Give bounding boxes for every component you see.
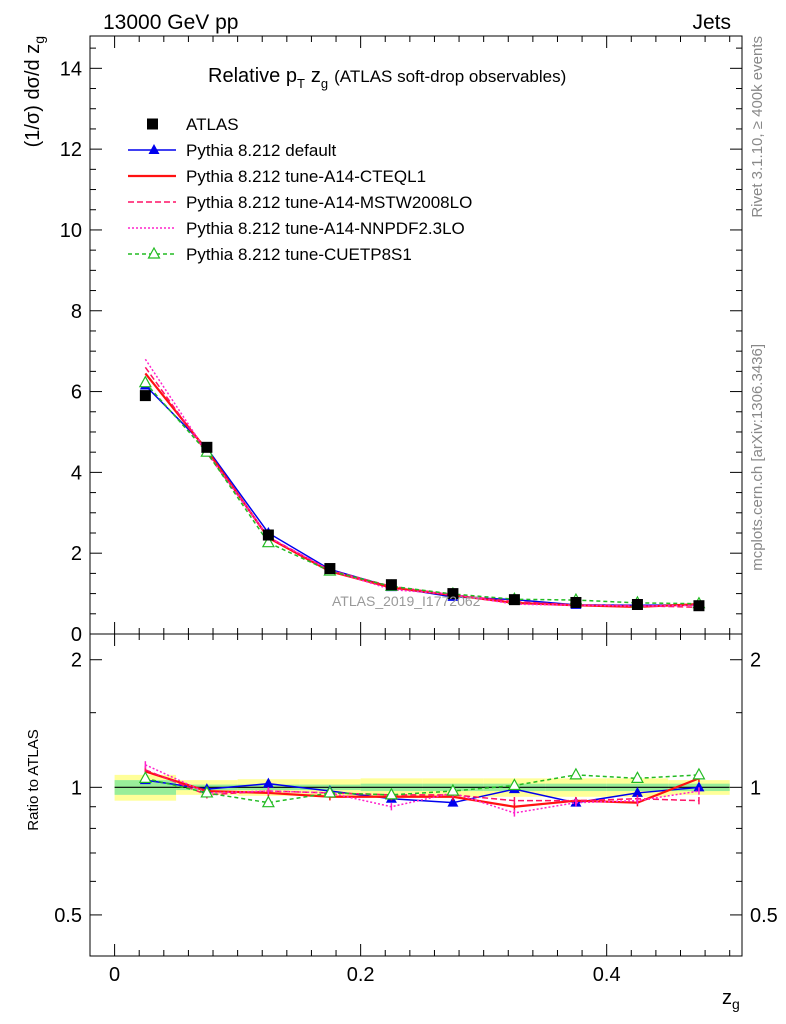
mcplots-label: mcplots.cern.ch [arXiv:1306.3436]: [749, 344, 766, 571]
x-tick-label: 0.4: [593, 964, 621, 986]
main-y-tick-label: 8: [71, 301, 82, 323]
legend-label: Pythia 8.212 tune-A14-MSTW2008LO: [186, 193, 472, 212]
main-y-label-main: (1/σ) dσ/d z: [22, 44, 44, 148]
data-point: [385, 579, 397, 591]
title-z: z: [311, 65, 321, 87]
ratio-series-marker: [692, 767, 706, 780]
title-rest: (ATLAS soft-drop observables): [334, 67, 566, 86]
legend-atlas-marker: [147, 118, 158, 130]
title-sub-t: T: [297, 76, 305, 91]
ratio-series-marker: [323, 785, 337, 798]
main-series-line: [144, 358, 699, 607]
x-tick-label: 0.2: [347, 964, 375, 986]
main-y-tick-label: 0: [71, 624, 82, 646]
ratio-series-marker: [631, 786, 643, 797]
ratio-panel: 0 0.2 0.4 0.5 0.5 1 1 2 2: [54, 633, 778, 986]
ratio-y-tick-label: 2: [71, 650, 82, 672]
data-point: [201, 441, 213, 453]
ratio-series-marker: [507, 778, 521, 791]
title-main: Relative p: [208, 65, 297, 87]
ratio-series-marker: [262, 777, 274, 788]
legend-label: ATLAS: [186, 115, 239, 134]
header-right: Jets: [692, 11, 731, 34]
data-point: [262, 529, 274, 541]
data-point: [631, 599, 643, 611]
main-plot-area: [138, 358, 706, 612]
ratio-y-tick-label-right: 2: [750, 650, 761, 672]
ratio-series-marker: [200, 785, 214, 798]
x-tick-label: 0: [109, 964, 120, 986]
ratio-series-line: [145, 764, 700, 814]
rivet-label: Rivet 3.1.10, ≥ 400k events: [749, 36, 766, 218]
ratio-plot-area: [114, 761, 730, 817]
ratio-series-marker: [630, 771, 644, 783]
main-series-line: [144, 366, 699, 609]
main-series-line: [144, 372, 699, 609]
legend-label: Pythia 8.212 tune-A14-NNPDF2.3LO: [186, 219, 465, 238]
analysis-watermark: ATLAS_2019_I1772062: [332, 593, 481, 609]
main-y-tick-label: 12: [60, 139, 82, 161]
legend-label: Pythia 8.212 default: [186, 141, 337, 160]
main-y-tick-label: 4: [71, 462, 82, 484]
main-y-label-sub: g: [31, 36, 47, 44]
ratio-y-tick-label-right: 0.5: [750, 905, 778, 927]
ratio-y-tick-label: 0.5: [54, 905, 82, 927]
x-label-sub: g: [732, 996, 740, 1012]
ratio-series-line: [145, 770, 700, 808]
x-axis-label: zg: [722, 987, 740, 1012]
legend-marker: [147, 246, 161, 259]
data-point: [139, 390, 151, 402]
main-series-line: [144, 382, 699, 605]
data-point: [324, 563, 336, 575]
main-series-marker: [261, 535, 275, 548]
ratio-series-marker: [569, 767, 583, 780]
main-series-marker: [138, 375, 152, 388]
main-panel: 0 2 4 6 8 10 12 14: [60, 35, 743, 646]
ratio-series-marker: [446, 783, 460, 796]
ratio-series-marker: [384, 787, 398, 800]
ratio-series-line: [145, 779, 700, 804]
ratio-series-marker: [447, 796, 459, 807]
ratio-y-axis-label: Ratio to ATLAS: [25, 729, 42, 830]
ratio-series-line: [145, 769, 699, 802]
ratio-frame: [89, 633, 743, 957]
x-label-z: z: [722, 987, 732, 1009]
legend-label: Pythia 8.212 tune-CUETP8S1: [186, 245, 412, 264]
ratio-series-marker: [261, 795, 275, 808]
data-point: [693, 600, 705, 612]
ratio-y-tick-label-right: 1: [750, 777, 761, 799]
legend-marker: [148, 144, 160, 154]
title-sub-g: g: [321, 76, 328, 91]
ratio-y-tick-label: 1: [71, 777, 82, 799]
main-y-tick-label: 6: [71, 382, 82, 404]
ratio-series-marker: [693, 781, 705, 792]
header-left: 13000 GeV pp: [103, 11, 238, 34]
plot-title: Relative pT zg (ATLAS soft-drop observable…: [208, 65, 566, 91]
main-y-tick-label: 2: [71, 543, 82, 565]
ratio-series-line: [145, 774, 699, 804]
data-point: [570, 596, 582, 608]
legend-label: Pythia 8.212 tune-A14-CTEQL1: [186, 167, 426, 186]
main-y-axis-label: (1/σ) dσ/d zg: [22, 36, 47, 147]
main-y-tick-label: 10: [60, 220, 82, 242]
data-point: [508, 594, 520, 606]
ratio-series-marker: [138, 771, 152, 783]
main-series-line: [144, 384, 699, 607]
main-y-tick-label: 14: [60, 58, 82, 80]
legend: ATLAS Pythia 8.212 default Pythia 8.212 tu…: [128, 115, 472, 264]
data-point: [447, 588, 459, 600]
